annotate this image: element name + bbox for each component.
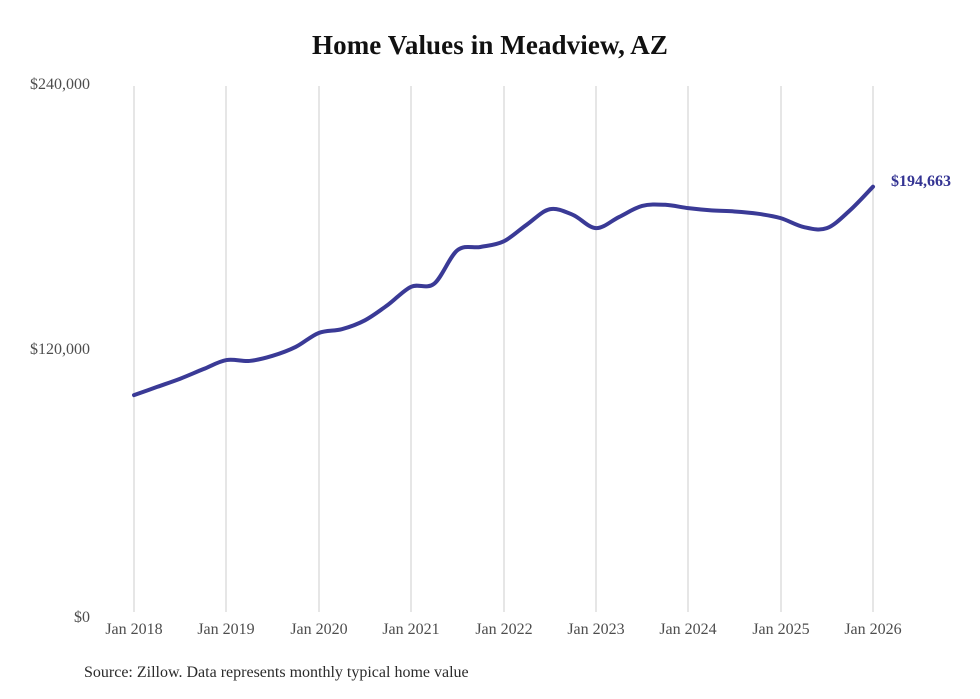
chart-title: Home Values in Meadview, AZ — [312, 30, 668, 60]
y-tick-label-2: $0 — [74, 609, 90, 626]
y-tick-label-1: $120,000 — [30, 341, 90, 358]
x-tick-label-5: Jan 2023 — [567, 621, 625, 638]
x-tick-label-6: Jan 2024 — [659, 621, 717, 638]
source-note: Source: Zillow. Data represents monthly … — [84, 664, 469, 681]
x-tick-label-4: Jan 2022 — [475, 621, 533, 638]
x-tick-label-2: Jan 2020 — [290, 621, 348, 638]
home-value-line — [132, 184, 875, 398]
end-value-annotation: $194,663 — [891, 172, 951, 190]
x-tick-label-7: Jan 2025 — [752, 621, 810, 638]
gridline-group — [133, 86, 874, 612]
x-tick-label-0: Jan 2018 — [105, 621, 163, 638]
x-tick-label-1: Jan 2019 — [197, 621, 255, 638]
y-tick-label-0: $240,000 — [30, 76, 90, 93]
x-tick-label-8: Jan 2026 — [844, 621, 902, 638]
x-tick-label-3: Jan 2021 — [382, 621, 440, 638]
